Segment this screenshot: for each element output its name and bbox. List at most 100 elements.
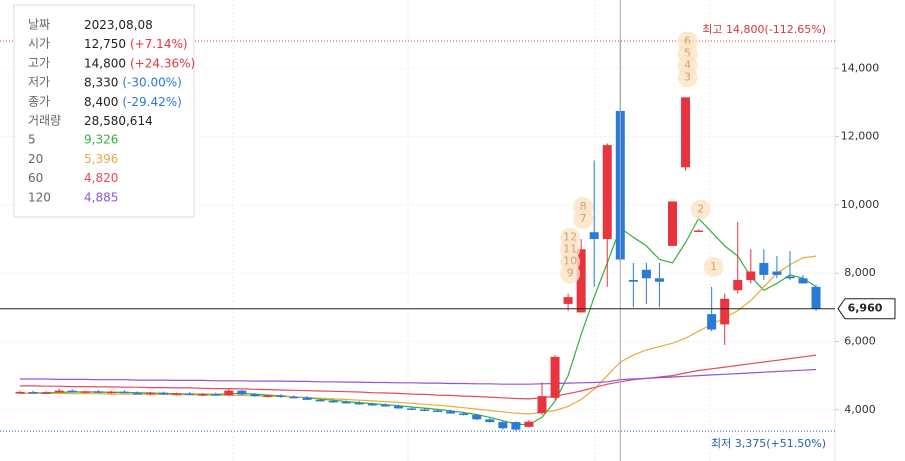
candle-body — [28, 392, 38, 394]
ma-line — [20, 368, 817, 385]
candle-body — [485, 419, 495, 423]
candle-body — [146, 392, 155, 395]
candle-body — [159, 392, 169, 395]
event-label: 4 — [684, 58, 691, 71]
y-tick-label: 8,000 — [844, 266, 876, 279]
candle-body — [93, 391, 103, 393]
event-label: 6 — [684, 34, 691, 47]
candle-body — [772, 271, 782, 275]
info-label: 시가 — [28, 37, 50, 51]
candle-body — [785, 276, 795, 279]
info-value: 28,580,614 — [84, 114, 153, 128]
candle-body — [459, 413, 469, 416]
info-label: 거래량 — [28, 114, 61, 128]
current-price-label: 6,960 — [848, 302, 883, 315]
info-value-text: 14,800 — [84, 56, 126, 70]
info-value-text: 12,750 — [84, 37, 126, 51]
info-label: 날짜 — [28, 18, 50, 32]
info-panel-box — [13, 4, 195, 218]
info-change: (-30.00%) — [122, 75, 181, 89]
max-label: 최고 14,800(-112.65%) — [702, 23, 826, 36]
event-bubble — [677, 67, 698, 88]
event-label: 3 — [684, 70, 691, 83]
event-bubble — [560, 263, 581, 284]
candle-body — [54, 390, 64, 393]
ma-legend-label: 5 — [28, 133, 36, 147]
info-value-text: 8,330 — [84, 75, 118, 89]
info-label: 고가 — [28, 56, 50, 70]
info-value: 2023,08,08 — [84, 18, 153, 32]
candle-body — [263, 395, 273, 397]
y-tick-label: 10,000 — [841, 198, 880, 211]
candle-body — [132, 393, 142, 395]
current-price-box — [837, 298, 896, 320]
min-label: 최저 3,375(+51.50%) — [711, 437, 826, 450]
candle-body — [628, 280, 638, 282]
candle-body — [550, 356, 560, 398]
candle-body — [720, 298, 730, 325]
candle-body — [315, 399, 325, 402]
candle-body — [668, 201, 677, 246]
candle-body — [380, 404, 390, 407]
candle-body — [537, 396, 547, 414]
candle-body — [367, 403, 377, 406]
candle-body — [681, 97, 691, 168]
candle-body — [707, 314, 717, 330]
info-value-text: 28,580,614 — [84, 114, 153, 128]
y-tick-label: 6,000 — [844, 334, 876, 347]
info-value-text: 2023,08,08 — [84, 18, 153, 32]
candle-body — [433, 410, 443, 412]
ma-legend-value: 9,326 — [84, 133, 118, 147]
event-bubble — [573, 209, 594, 230]
candle-body — [354, 402, 364, 405]
candle-body — [119, 391, 129, 394]
event-label: 2 — [697, 202, 704, 215]
candle-body — [524, 421, 534, 427]
event-label: 5 — [684, 46, 691, 59]
candle-body — [589, 232, 599, 240]
candle-body — [733, 280, 743, 291]
info-change: (+24.36%) — [130, 56, 195, 70]
candle-body — [289, 396, 299, 399]
candle-body — [746, 271, 756, 281]
candle-body — [798, 278, 808, 284]
ma-legend-value: 4,885 — [84, 190, 118, 204]
info-value: 8,330 (-30.00%) — [84, 75, 182, 89]
ma-legend-label: 120 — [28, 190, 51, 204]
candle-body — [302, 397, 312, 400]
info-panel: 날짜 2023,08,08 시가 12,750 (+7.14%) 고가 14,800 (+24… — [13, 4, 195, 218]
candle-body — [276, 395, 286, 397]
candle-body — [472, 414, 482, 420]
ma-legend-label: 20 — [28, 152, 43, 166]
candle-body — [211, 394, 221, 396]
event-bubble — [690, 199, 711, 220]
candle-body — [563, 297, 573, 304]
grid-layer — [232, 0, 836, 461]
ma-line — [20, 255, 817, 415]
event-label: 9 — [567, 267, 574, 280]
ma-legend-value: 5,396 — [84, 152, 118, 166]
candle-body — [407, 408, 416, 410]
candle-body — [641, 269, 651, 279]
ma-legend-value: 4,820 — [84, 171, 118, 185]
candle-body — [185, 393, 195, 395]
candle-body — [41, 392, 51, 394]
info-label: 종가 — [28, 94, 50, 108]
event-bubble — [703, 256, 724, 277]
candle-body — [654, 278, 664, 282]
candle-body — [250, 394, 260, 397]
candle-body — [15, 392, 25, 394]
candle-body — [328, 400, 338, 403]
candle-body — [67, 390, 77, 393]
candle-body — [446, 411, 456, 414]
info-value-text: 8,400 — [84, 94, 118, 108]
candle-body — [224, 390, 234, 396]
ma-line — [20, 354, 817, 400]
candle-body — [576, 249, 586, 313]
candle-body — [172, 393, 182, 395]
y-tick-label: 4,000 — [844, 403, 876, 416]
candle-body — [811, 286, 821, 309]
candle-body — [106, 391, 116, 394]
info-value: 14,800 (+24.36%) — [84, 56, 195, 70]
